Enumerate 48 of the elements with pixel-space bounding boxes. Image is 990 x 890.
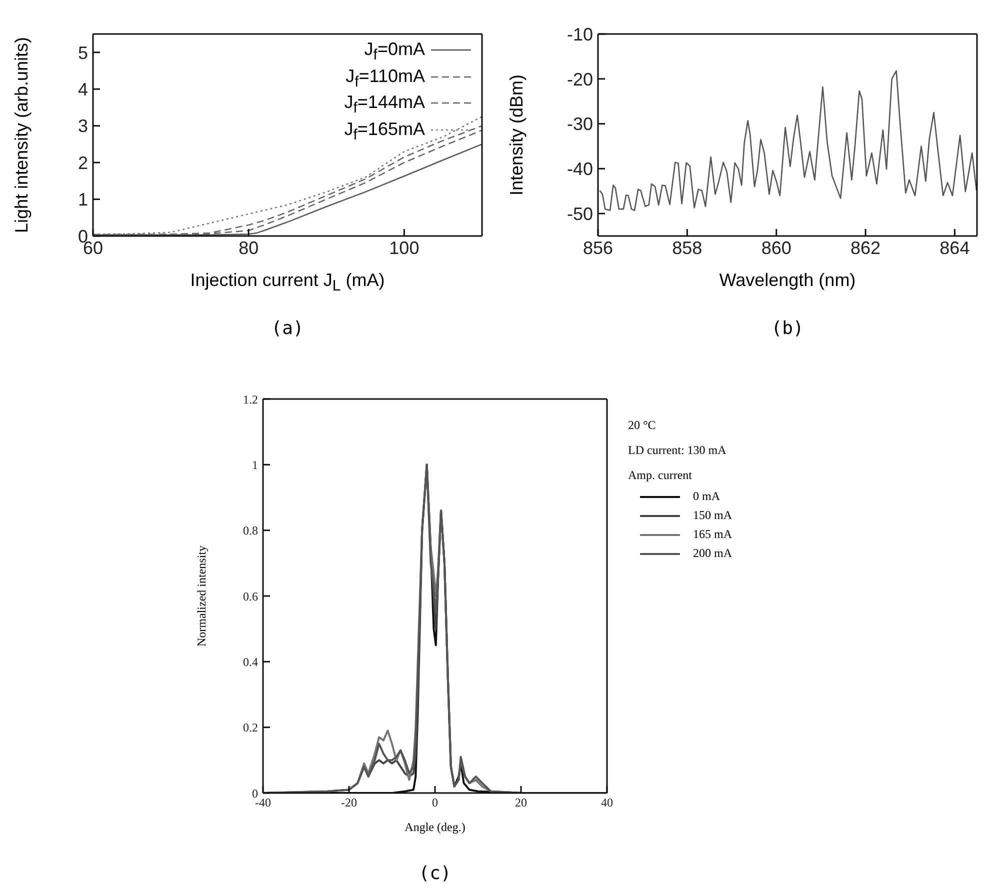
legend-title: Amp. current [628, 468, 692, 482]
x-tick-label: 80 [238, 238, 259, 258]
y-axis-title: Light intensity (arb.units) [12, 36, 32, 233]
x-axis-title: Wavelength (nm) [719, 270, 856, 290]
y-axis-title: Intensity (dBm) [506, 74, 526, 196]
y-tick-label: 0 [252, 786, 258, 800]
x-tick-label: 100 [389, 238, 420, 258]
y-tick-label: -40 [566, 159, 593, 180]
y-tick-label: 4 [78, 79, 88, 100]
y-tick-label: -20 [566, 69, 593, 90]
x-axis-title: Angle (deg.) [404, 820, 466, 834]
x-tick-label: 860 [761, 238, 792, 258]
y-tick-label: 1.2 [243, 392, 258, 406]
x-tick-label: -20 [341, 796, 357, 810]
y-tick-label: 1 [78, 190, 88, 210]
y-tick-label: 5 [78, 42, 88, 63]
x-tick-label: 40 [601, 796, 613, 810]
text: 20 °C [628, 418, 656, 432]
legend-label: J$_{f}$=165mA [344, 118, 424, 144]
x-tick-label: 20 [515, 796, 527, 810]
text: (a) [271, 318, 304, 339]
y-tick-label: -50 [566, 204, 593, 224]
y-tick-label: 0.4 [243, 654, 258, 669]
x-tick-label: 0 [432, 796, 438, 810]
legend-label: J$_{f}$=144mA [344, 92, 424, 117]
text: LD current: 130 mA [628, 443, 726, 457]
y-tick-label: 0.2 [243, 720, 258, 735]
legend-label: J$_{f}$=110mA [346, 66, 424, 90]
y-tick-label: 0.6 [243, 589, 258, 604]
text: (b) [771, 318, 804, 339]
y-tick-label: 1 [252, 458, 258, 472]
y-tick-label: 3 [78, 116, 88, 136]
legend-label: J$_{f}$=0mA [364, 39, 424, 64]
x-tick-label: 862 [850, 238, 881, 258]
x-tick-label: 864 [940, 238, 970, 258]
legend-label: 0 mA [693, 489, 720, 503]
y-axis-title: Normalized intensity [194, 545, 208, 646]
x-tick-label: 858 [672, 238, 702, 258]
legend-label: 165 mA [693, 527, 732, 541]
x-axis-title: Injection current J$_{L}$ (mA) [190, 270, 385, 295]
y-tick-label: -10 [566, 24, 593, 44]
y-tick-label: 2 [78, 152, 88, 173]
y-tick-label: -30 [566, 114, 593, 134]
y-tick-label: 0.8 [243, 524, 258, 538]
legend-label: 150 mA [693, 508, 732, 522]
text: (c) [418, 863, 452, 884]
legend-label: 200 mA [693, 546, 732, 560]
x-tick-label: 856 [582, 238, 614, 258]
